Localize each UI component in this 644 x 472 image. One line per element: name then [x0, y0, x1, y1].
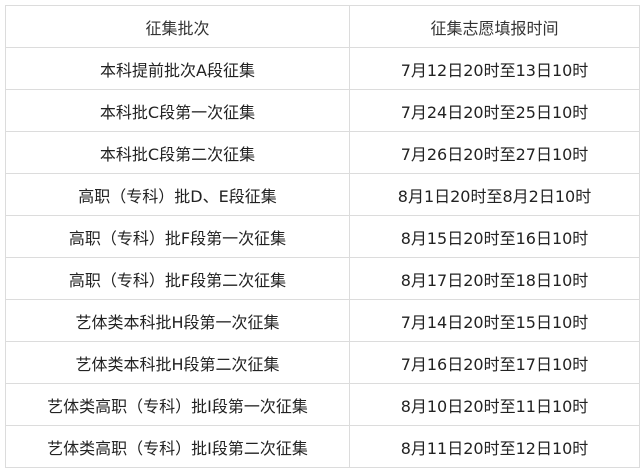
table-row: 本科批C段第一次征集 7月24日20时至25日10时 [5, 89, 640, 132]
enrollment-schedule-table: 征集批次 征集志愿填报时间 本科提前批次A段征集 7月12日20时至13日10时本… [5, 5, 640, 468]
batch-cell: 本科批C段第一次征集 [5, 89, 350, 132]
batch-cell: 高职（专科）批D、E段征集 [5, 173, 350, 216]
table-row: 艺体类本科批H段第一次征集 7月14日20时至15日10时 [5, 299, 640, 342]
batch-cell: 高职（专科）批F段第一次征集 [5, 215, 350, 258]
time-cell: 8月15日20时至16日10时 [349, 215, 640, 258]
batch-cell: 本科提前批次A段征集 [5, 47, 350, 90]
table-header-row: 征集批次 征集志愿填报时间 [5, 5, 640, 48]
time-cell: 8月17日20时至18日10时 [349, 257, 640, 300]
time-cell: 8月10日20时至11日10时 [349, 383, 640, 426]
time-cell: 7月24日20时至25日10时 [349, 89, 640, 132]
header-time: 征集志愿填报时间 [349, 5, 640, 48]
table-row: 艺体类高职（专科）批I段第二次征集 8月11日20时至12日10时 [5, 425, 640, 468]
table-row: 艺体类高职（专科）批I段第一次征集 8月10日20时至11日10时 [5, 383, 640, 426]
time-cell: 7月16日20时至17日10时 [349, 341, 640, 384]
table-row: 本科提前批次A段征集 7月12日20时至13日10时 [5, 47, 640, 90]
batch-cell: 艺体类高职（专科）批I段第二次征集 [5, 425, 350, 468]
table-row: 高职（专科）批D、E段征集 8月1日20时至8月2日10时 [5, 173, 640, 216]
table-row: 高职（专科）批F段第二次征集 8月17日20时至18日10时 [5, 257, 640, 300]
time-cell: 8月11日20时至12日10时 [349, 425, 640, 468]
header-batch: 征集批次 [5, 5, 350, 48]
time-cell: 7月14日20时至15日10时 [349, 299, 640, 342]
table-row: 艺体类本科批H段第二次征集 7月16日20时至17日10时 [5, 341, 640, 384]
time-cell: 7月12日20时至13日10时 [349, 47, 640, 90]
table-row: 本科批C段第二次征集 7月26日20时至27日10时 [5, 131, 640, 174]
table-row: 高职（专科）批F段第一次征集 8月15日20时至16日10时 [5, 215, 640, 258]
batch-cell: 艺体类本科批H段第二次征集 [5, 341, 350, 384]
time-cell: 7月26日20时至27日10时 [349, 131, 640, 174]
batch-cell: 艺体类高职（专科）批I段第一次征集 [5, 383, 350, 426]
batch-cell: 艺体类本科批H段第一次征集 [5, 299, 350, 342]
batch-cell: 高职（专科）批F段第二次征集 [5, 257, 350, 300]
time-cell: 8月1日20时至8月2日10时 [349, 173, 640, 216]
batch-cell: 本科批C段第二次征集 [5, 131, 350, 174]
